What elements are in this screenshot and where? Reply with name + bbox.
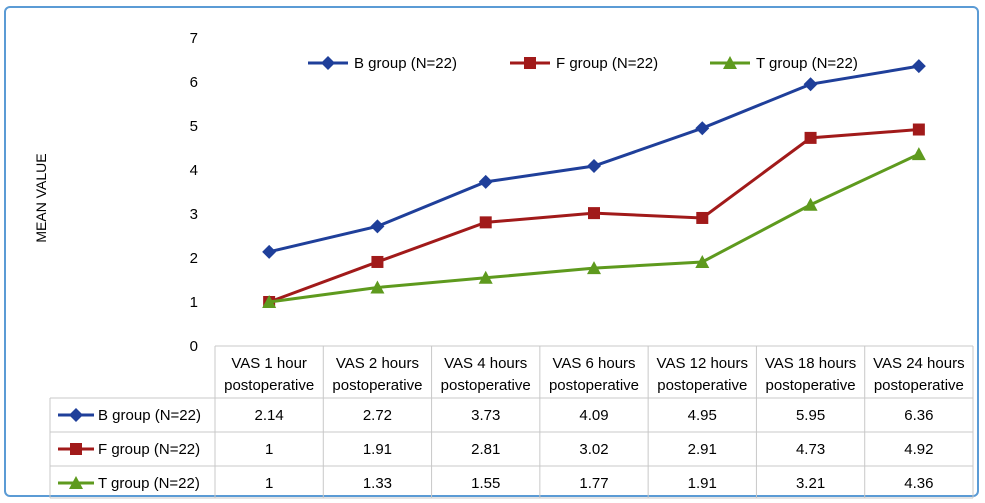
table-row-label: B group (N=22) <box>98 407 201 424</box>
x-tick-label: VAS 6 hours <box>552 355 635 372</box>
x-tick-label: VAS 24 hours <box>873 355 964 372</box>
data-label: 4.92 <box>904 441 933 458</box>
data-label: 1.91 <box>688 475 717 492</box>
data-point <box>262 295 277 308</box>
data-label: 4.09 <box>579 407 608 424</box>
x-tick-label: VAS 1 hour <box>231 355 307 372</box>
data-point <box>479 216 492 229</box>
table-legend-marker <box>70 443 82 455</box>
data-label: 1.77 <box>579 475 608 492</box>
data-label: 4.36 <box>904 475 933 492</box>
data-label: 6.36 <box>904 407 933 424</box>
y-tick-label: 0 <box>190 338 198 355</box>
data-point <box>696 211 709 224</box>
x-tick-label: postoperative <box>224 377 314 394</box>
data-label: 1 <box>265 441 273 458</box>
series-line <box>268 64 920 254</box>
data-point <box>587 261 601 275</box>
y-tick-label: 4 <box>190 162 198 179</box>
data-label: 1.33 <box>363 475 392 492</box>
data-point <box>262 244 277 259</box>
data-label: 2.72 <box>363 407 392 424</box>
x-tick-label: VAS 4 hours <box>444 355 527 372</box>
data-label: 3.21 <box>796 475 825 492</box>
data-point <box>695 121 710 136</box>
data-point <box>911 59 926 74</box>
data-point <box>803 77 818 92</box>
data-point <box>588 207 600 220</box>
table-row-label: T group (N=22) <box>98 475 200 492</box>
x-tick-label: VAS 2 hours <box>336 355 419 372</box>
x-tick-label: postoperative <box>657 377 747 394</box>
data-label: 1.91 <box>363 441 392 458</box>
x-tick-label: VAS 18 hours <box>765 355 856 372</box>
x-tick-label: postoperative <box>441 377 531 394</box>
data-label: 2.91 <box>688 441 717 458</box>
data-label: 3.73 <box>471 407 500 424</box>
data-label: 5.95 <box>796 407 825 424</box>
x-tick-label: VAS 12 hours <box>657 355 748 372</box>
data-point <box>803 197 818 211</box>
data-label: 4.95 <box>688 407 717 424</box>
legend-marker <box>723 56 737 69</box>
legend-label: T group (N=22) <box>756 55 858 72</box>
y-tick-label: 2 <box>190 250 198 267</box>
data-point <box>371 255 384 268</box>
data-point <box>478 270 493 284</box>
legend-marker <box>321 56 335 70</box>
data-label: 1.55 <box>471 475 500 492</box>
data-point <box>478 174 493 189</box>
data-label: 4.73 <box>796 441 825 458</box>
data-label: 3.02 <box>579 441 608 458</box>
x-tick-label: postoperative <box>766 377 856 394</box>
data-label: 1 <box>265 475 273 492</box>
data-point <box>587 159 601 174</box>
y-tick-label: 1 <box>190 294 198 311</box>
legend-marker <box>524 57 536 69</box>
x-tick-label: postoperative <box>549 377 639 394</box>
data-point <box>912 123 925 136</box>
table-row-label: F group (N=22) <box>98 441 200 458</box>
y-tick-label: 5 <box>190 118 198 135</box>
legend-label: F group (N=22) <box>556 55 658 72</box>
table-legend-marker <box>69 408 83 422</box>
x-tick-label: postoperative <box>332 377 422 394</box>
y-tick-label: 6 <box>190 74 198 91</box>
y-tick-label: 7 <box>190 30 198 47</box>
data-point <box>695 254 710 268</box>
data-label: 2.14 <box>255 407 284 424</box>
legend-label: B group (N=22) <box>354 55 457 72</box>
x-tick-label: postoperative <box>874 377 964 394</box>
data-point <box>804 131 817 144</box>
data-point <box>370 280 385 294</box>
y-axis-label: MEAN VALUE <box>33 153 49 242</box>
y-tick-label: 3 <box>190 206 198 223</box>
data-label: 2.81 <box>471 441 500 458</box>
table-legend-marker <box>69 476 83 489</box>
data-point <box>370 219 385 234</box>
data-point <box>911 147 926 161</box>
chart-frame <box>4 6 979 497</box>
